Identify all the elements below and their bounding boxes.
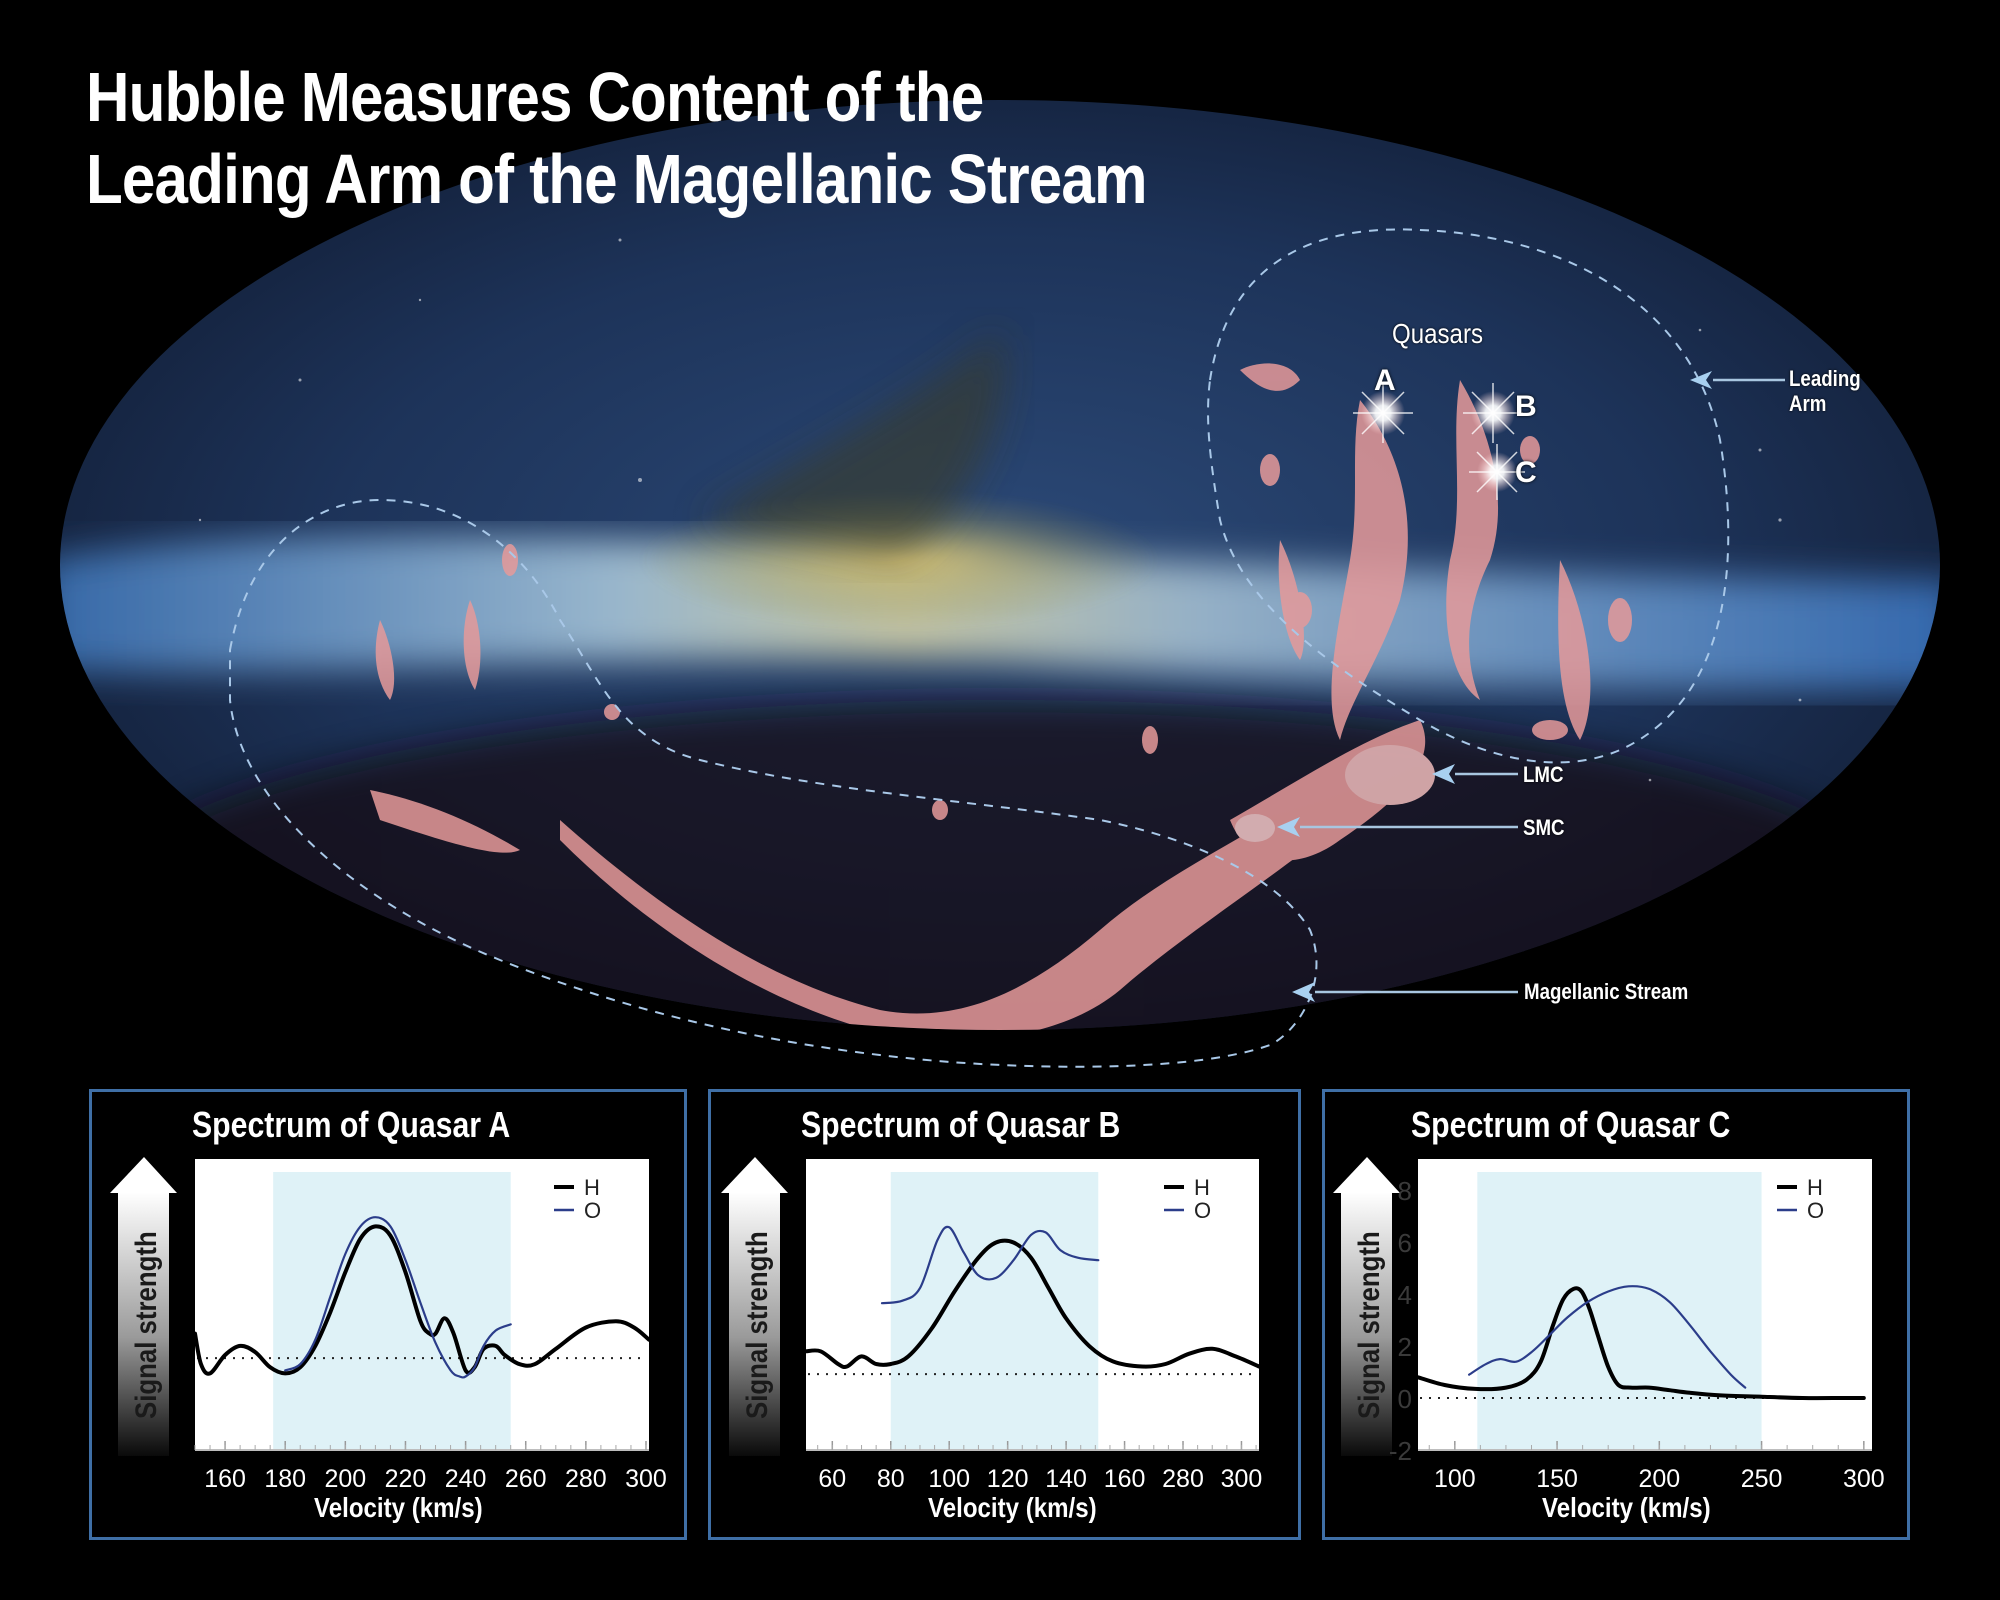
chart-legend: HO xyxy=(554,1175,601,1223)
y-axis-title: Signal strength xyxy=(740,1231,773,1419)
x-tick-label: 280 xyxy=(1162,1465,1204,1493)
x-tick-label: 80 xyxy=(877,1465,905,1493)
magellanic-stream-label: Magellanic Stream xyxy=(1524,979,1689,1004)
x-tick-label: 300 xyxy=(1843,1465,1885,1493)
series-line-h xyxy=(804,1238,1261,1370)
series-line-o xyxy=(1468,1285,1747,1389)
chart-legend: HO xyxy=(1777,1175,1824,1223)
spectrum-panel-quasar-b: Spectrum of Quasar B Signal strength 60 80… xyxy=(708,1089,1301,1540)
y-tick-label: -2 xyxy=(1389,1436,1412,1466)
legend-label: H xyxy=(1807,1175,1823,1200)
series-line-o xyxy=(284,1216,512,1379)
signal-strength-arrow-icon: Signal strength xyxy=(721,1157,788,1456)
x-tick-label: 160 xyxy=(1104,1465,1146,1493)
x-tick-label: 180 xyxy=(264,1465,306,1493)
x-tick-label: 160 xyxy=(204,1465,246,1493)
x-tick-label: 250 xyxy=(1741,1465,1783,1493)
legend-label: H xyxy=(1194,1175,1210,1200)
y-tick-label: 2 xyxy=(1398,1332,1412,1362)
chart-legend: HO xyxy=(1164,1175,1211,1223)
x-tick-label: 140 xyxy=(1045,1465,1087,1493)
pointer-arrows xyxy=(1277,371,1785,1002)
x-axis-title: Velocity (km/s) xyxy=(928,1492,1097,1523)
x-tick-label: 100 xyxy=(928,1465,970,1493)
spectrum-chart-b: Signal strength 60 80 100 120 140 160 280 300 HO xyxy=(721,1157,1263,1493)
x-tick-label: 300 xyxy=(625,1465,667,1493)
spectrum-chart-a: Signal strength 160 180 200 220 240 260 280 300 H… xyxy=(110,1157,667,1493)
x-axis-title: Velocity (km/s) xyxy=(314,1492,483,1523)
legend-label: O xyxy=(584,1198,601,1223)
y-tick-label: 0 xyxy=(1398,1384,1412,1414)
shaded-velocity-range xyxy=(1477,1172,1762,1450)
panel-title: Spectrum of Quasar B xyxy=(801,1104,1121,1145)
shaded-velocity-range xyxy=(273,1172,511,1450)
quasar-a-label: A xyxy=(1374,364,1396,397)
panel-title: Spectrum of Quasar C xyxy=(1411,1104,1731,1145)
legend-label: O xyxy=(1194,1198,1211,1223)
y-axis-title: Signal strength xyxy=(129,1231,162,1419)
x-tick-label: 150 xyxy=(1536,1465,1578,1493)
x-tick-label: 300 xyxy=(1221,1465,1263,1493)
series-line-h xyxy=(1416,1286,1866,1401)
x-tick-label: 260 xyxy=(505,1465,547,1493)
quasar-b-label: B xyxy=(1515,390,1537,423)
title-line-1: Hubble Measures Content of the xyxy=(86,58,984,136)
quasars-label: Quasars xyxy=(1392,318,1484,349)
shaded-velocity-range xyxy=(890,1172,1099,1450)
y-tick-label: 6 xyxy=(1398,1228,1412,1258)
x-tick-label: 220 xyxy=(385,1465,427,1493)
lmc-label: LMC xyxy=(1523,762,1564,787)
quasar-c-star-icon xyxy=(1469,444,1525,500)
magellanic-stream-outline xyxy=(229,498,1318,1068)
spectrum-panel-quasar-a: Spectrum of Quasar A Signal strength 160 1… xyxy=(89,1089,687,1540)
x-tick-label: 60 xyxy=(818,1465,846,1493)
dashed-outlines xyxy=(229,228,1730,1068)
spectrum-chart-c: Signal strength 100 150 200 250 300 8 6 4 2 0 -2 HO xyxy=(1333,1157,1885,1493)
signal-strength-arrow-icon: Signal strength xyxy=(110,1157,177,1456)
leading-arm-label: Leading Arm xyxy=(1789,366,1861,416)
leading-arm-label-line1: Leading xyxy=(1789,366,1861,391)
all-sky-map xyxy=(60,100,1940,1068)
quasar-markers xyxy=(1353,383,1525,500)
y-tick-label: 8 xyxy=(1398,1176,1412,1206)
legend-label: H xyxy=(584,1175,600,1200)
leading-arm-label-line2: Arm xyxy=(1789,391,1827,416)
quasar-a-star-icon xyxy=(1353,383,1413,443)
x-tick-label: 200 xyxy=(1638,1465,1680,1493)
x-tick-label: 120 xyxy=(987,1465,1029,1493)
hydrogen-gas-clouds xyxy=(370,363,1632,1030)
y-axis-title: Signal strength xyxy=(1352,1231,1385,1419)
series-line-o xyxy=(880,1225,1100,1305)
spectrum-panel-quasar-c: Spectrum of Quasar C Signal strength 100 1… xyxy=(1322,1089,1910,1540)
x-tick-label: 280 xyxy=(565,1465,607,1493)
smc-label: SMC xyxy=(1523,815,1565,840)
y-tick-label: 4 xyxy=(1398,1280,1412,1310)
title-line-2: Leading Arm of the Magellanic Stream xyxy=(86,140,1148,218)
x-tick-label: 100 xyxy=(1434,1465,1476,1493)
legend-label: O xyxy=(1807,1198,1824,1223)
series-line-h xyxy=(193,1224,651,1376)
page-title: Hubble Measures Content of the Leading A… xyxy=(86,56,1148,220)
quasar-b-star-icon xyxy=(1463,383,1523,443)
x-axis-title: Velocity (km/s) xyxy=(1542,1492,1711,1523)
signal-strength-arrow-icon: Signal strength xyxy=(1333,1157,1400,1456)
panel-title: Spectrum of Quasar A xyxy=(192,1104,511,1145)
leading-arm-outline xyxy=(1207,228,1730,764)
x-tick-label: 200 xyxy=(324,1465,366,1493)
x-tick-label: 240 xyxy=(445,1465,487,1493)
quasar-c-label: C xyxy=(1515,456,1537,489)
